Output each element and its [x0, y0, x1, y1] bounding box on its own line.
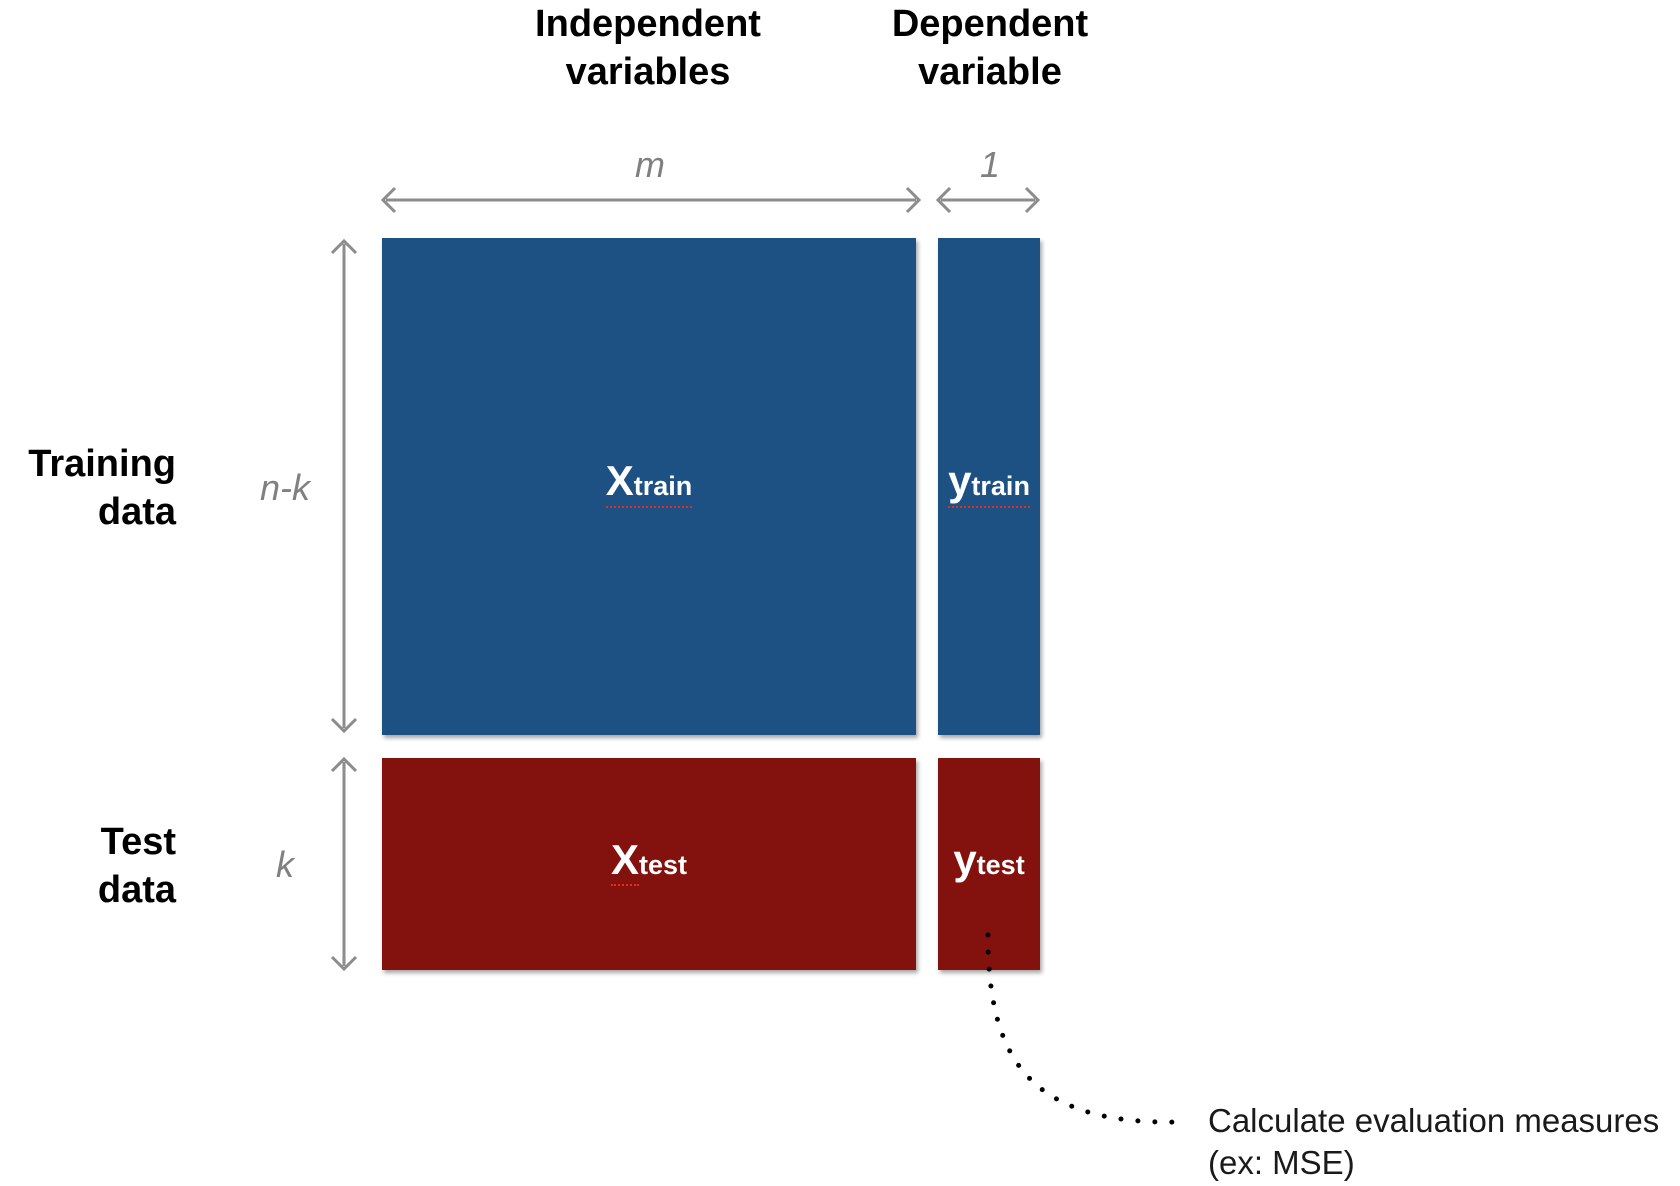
dimension-n-minus-k-label: n-k: [259, 467, 310, 508]
training-data-label: Training data: [0, 440, 176, 536]
x-train-label: Xtrain: [605, 457, 693, 508]
x-test-block: Xtest: [382, 758, 916, 970]
y-test-subscript: test: [976, 850, 1025, 880]
x-test-symbol: X: [610, 836, 639, 886]
y-test-label: ytest: [953, 836, 1024, 884]
row-label-line: Training: [28, 443, 176, 485]
caption-line: (ex: MSE): [1208, 1144, 1355, 1181]
x-test-subscript: test: [639, 850, 688, 880]
dimension-one-label: 1: [979, 144, 1001, 185]
header-line: Independent: [535, 3, 761, 45]
row-label-line: data: [97, 869, 176, 911]
y-train-label: ytrain: [948, 457, 1030, 508]
caption-line: Calculate evaluation measures: [1208, 1102, 1660, 1139]
evaluation-caption: Calculate evaluation measures (ex: MSE): [1208, 1100, 1659, 1184]
one-width-arrow: [935, 186, 1041, 214]
y-train-symbol: y: [948, 457, 972, 504]
row-label-line: data: [97, 491, 176, 533]
test-data-label: Test data: [0, 818, 176, 914]
k-height-arrow: [330, 756, 358, 972]
y-test-symbol: y: [953, 836, 977, 883]
header-line: variables: [565, 51, 731, 93]
independent-variables-header: Independent variables: [498, 0, 798, 96]
y-train-subscript: train: [971, 471, 1030, 501]
header-line: Dependent: [891, 3, 1089, 45]
x-test-label: Xtest: [610, 836, 688, 886]
y-train-block: ytrain: [938, 238, 1040, 735]
x-train-block: Xtrain: [382, 238, 916, 735]
x-train-subscript: train: [633, 471, 693, 501]
n-minus-k-height-arrow: [330, 238, 358, 734]
x-train-symbol: X: [605, 457, 634, 504]
header-line: variable: [918, 51, 1062, 93]
dimension-m-label: m: [635, 144, 665, 185]
m-width-arrow: [380, 186, 922, 214]
row-label-line: Test: [100, 821, 176, 863]
dependent-variable-header: Dependent variable: [840, 0, 1140, 96]
dotted-connector: [985, 932, 1183, 1125]
dimension-k-label: k: [276, 844, 294, 885]
